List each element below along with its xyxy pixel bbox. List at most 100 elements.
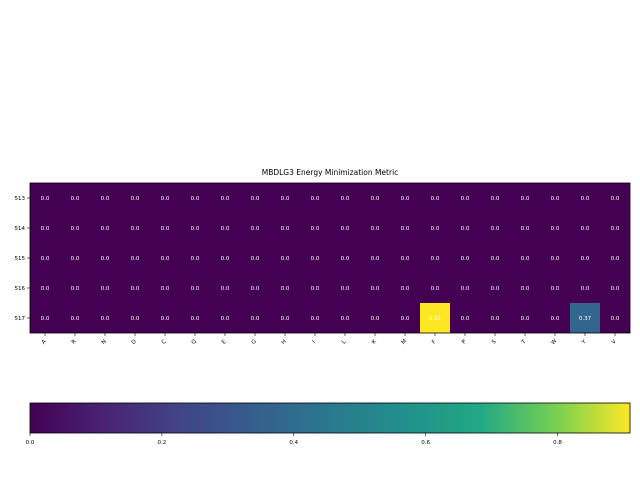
cell-value-label: 0.0: [311, 256, 320, 262]
heatmap-cell: [120, 183, 150, 213]
cell-value-label: 0.0: [521, 316, 530, 322]
cell-value-label: 0.0: [341, 196, 350, 202]
cell-value-label: 0.0: [131, 256, 140, 262]
cell-value-label: 0.0: [311, 286, 320, 292]
heatmap-cell: [240, 183, 270, 213]
cell-value-label: 0.0: [101, 286, 110, 292]
heatmap-cell: [90, 273, 120, 303]
x-tick-label: P: [461, 339, 468, 346]
heatmap-cell: [30, 303, 60, 333]
heatmap-cell: [30, 183, 60, 213]
heatmap-cell: [180, 183, 210, 213]
heatmap-cell: [240, 213, 270, 243]
cell-value-label: 0.0: [611, 316, 620, 322]
heatmap-cell: [390, 273, 420, 303]
heatmap-cell: [330, 303, 360, 333]
heatmap-cell: [30, 213, 60, 243]
cell-value-label: 0.0: [251, 256, 260, 262]
heatmap-cell: [480, 243, 510, 273]
heatmap-cell: [420, 183, 450, 213]
cell-value-label: 0.0: [161, 256, 170, 262]
cell-value-label: 0.0: [491, 196, 500, 202]
cell-value-label: 0.0: [161, 196, 170, 202]
heatmap-cell: [390, 183, 420, 213]
cell-value-label: 0.0: [41, 196, 50, 202]
heatmap-cell: [300, 183, 330, 213]
heatmap-cell: [420, 213, 450, 243]
heatmap-cell: [330, 213, 360, 243]
heatmap-cell: [360, 183, 390, 213]
heatmap-cell: [90, 213, 120, 243]
cell-value-label: 0.0: [491, 256, 500, 262]
cell-value-label: 0.0: [461, 256, 470, 262]
heatmap-cell: [90, 183, 120, 213]
heatmap-cell: [600, 273, 630, 303]
cell-value-label: 0.0: [281, 256, 290, 262]
cell-value-label: 0.0: [311, 196, 320, 202]
cell-value-label: 0.0: [491, 226, 500, 232]
heatmap-cell: [180, 243, 210, 273]
heatmap-cell: [450, 273, 480, 303]
heatmap-cell: [150, 243, 180, 273]
heatmap-cell: [600, 213, 630, 243]
cell-value-label: 0.0: [491, 286, 500, 292]
colorbar-tick-label: 0.0: [26, 440, 35, 446]
y-tick-label: 517: [15, 316, 26, 322]
heatmap-cell: [390, 243, 420, 273]
cell-value-label: 0.0: [191, 316, 200, 322]
x-tick-label: T: [520, 339, 528, 347]
heatmap-cell: [270, 273, 300, 303]
cell-value-label: 0.0: [41, 226, 50, 232]
x-tick-label: Y: [580, 339, 588, 347]
cell-value-label: 0.0: [221, 316, 230, 322]
cell-value-label: 0.0: [281, 316, 290, 322]
cell-value-label: 0.0: [131, 286, 140, 292]
cell-value-label: 0.0: [71, 316, 80, 322]
heatmap-cell: [390, 303, 420, 333]
heatmap-cell: [570, 303, 600, 333]
heatmap-cell: [240, 273, 270, 303]
cell-value-label: 0.0: [431, 256, 440, 262]
cell-value-label: 0.0: [401, 316, 410, 322]
colorbar-tick-label: 0.4: [289, 440, 298, 446]
cell-value-label: 0.0: [521, 226, 530, 232]
x-tick-label: E: [221, 339, 228, 346]
heatmap-cell: [90, 303, 120, 333]
colorbar-gradient: [29, 402, 631, 434]
cell-value-label: 0.0: [611, 226, 620, 232]
heatmap-cell: [480, 303, 510, 333]
x-tick-label: A: [41, 339, 48, 346]
cell-value-label: 0.0: [71, 286, 80, 292]
heatmap-cell: [120, 213, 150, 243]
heatmap-cell: [300, 243, 330, 273]
y-tick-label: 515: [15, 256, 26, 262]
heatmap-cell: [210, 273, 240, 303]
heatmap-cell: [480, 183, 510, 213]
heatmap-cell: [60, 213, 90, 243]
cell-value-label: 0.0: [611, 286, 620, 292]
cell-value-label: 0.37: [579, 316, 592, 322]
heatmap-cell: [540, 303, 570, 333]
x-tick-label: N: [101, 339, 108, 346]
heatmap-cell: [570, 183, 600, 213]
cell-value-label: 0.0: [401, 286, 410, 292]
heatmap-cell: [510, 213, 540, 243]
y-tick-label: 513: [15, 196, 26, 202]
heatmap-cell: [300, 303, 330, 333]
x-tick-label: G: [251, 339, 258, 346]
cell-value-label: 0.0: [191, 286, 200, 292]
heatmap-cell: [600, 183, 630, 213]
cell-value-label: 0.0: [101, 316, 110, 322]
cell-value-label: 0.0: [551, 316, 560, 322]
cell-value-label: 0.0: [251, 226, 260, 232]
heatmap-cell: [240, 243, 270, 273]
cell-value-label: 0.0: [251, 286, 260, 292]
heatmap-cell: [300, 273, 330, 303]
heatmap-cell: [180, 273, 210, 303]
heatmap-cell: [150, 273, 180, 303]
heatmap-cell: [390, 213, 420, 243]
heatmap-cell: [540, 273, 570, 303]
x-tick-label: V: [611, 339, 618, 346]
cell-value-label: 0.0: [431, 286, 440, 292]
cell-value-label: 0.0: [521, 256, 530, 262]
